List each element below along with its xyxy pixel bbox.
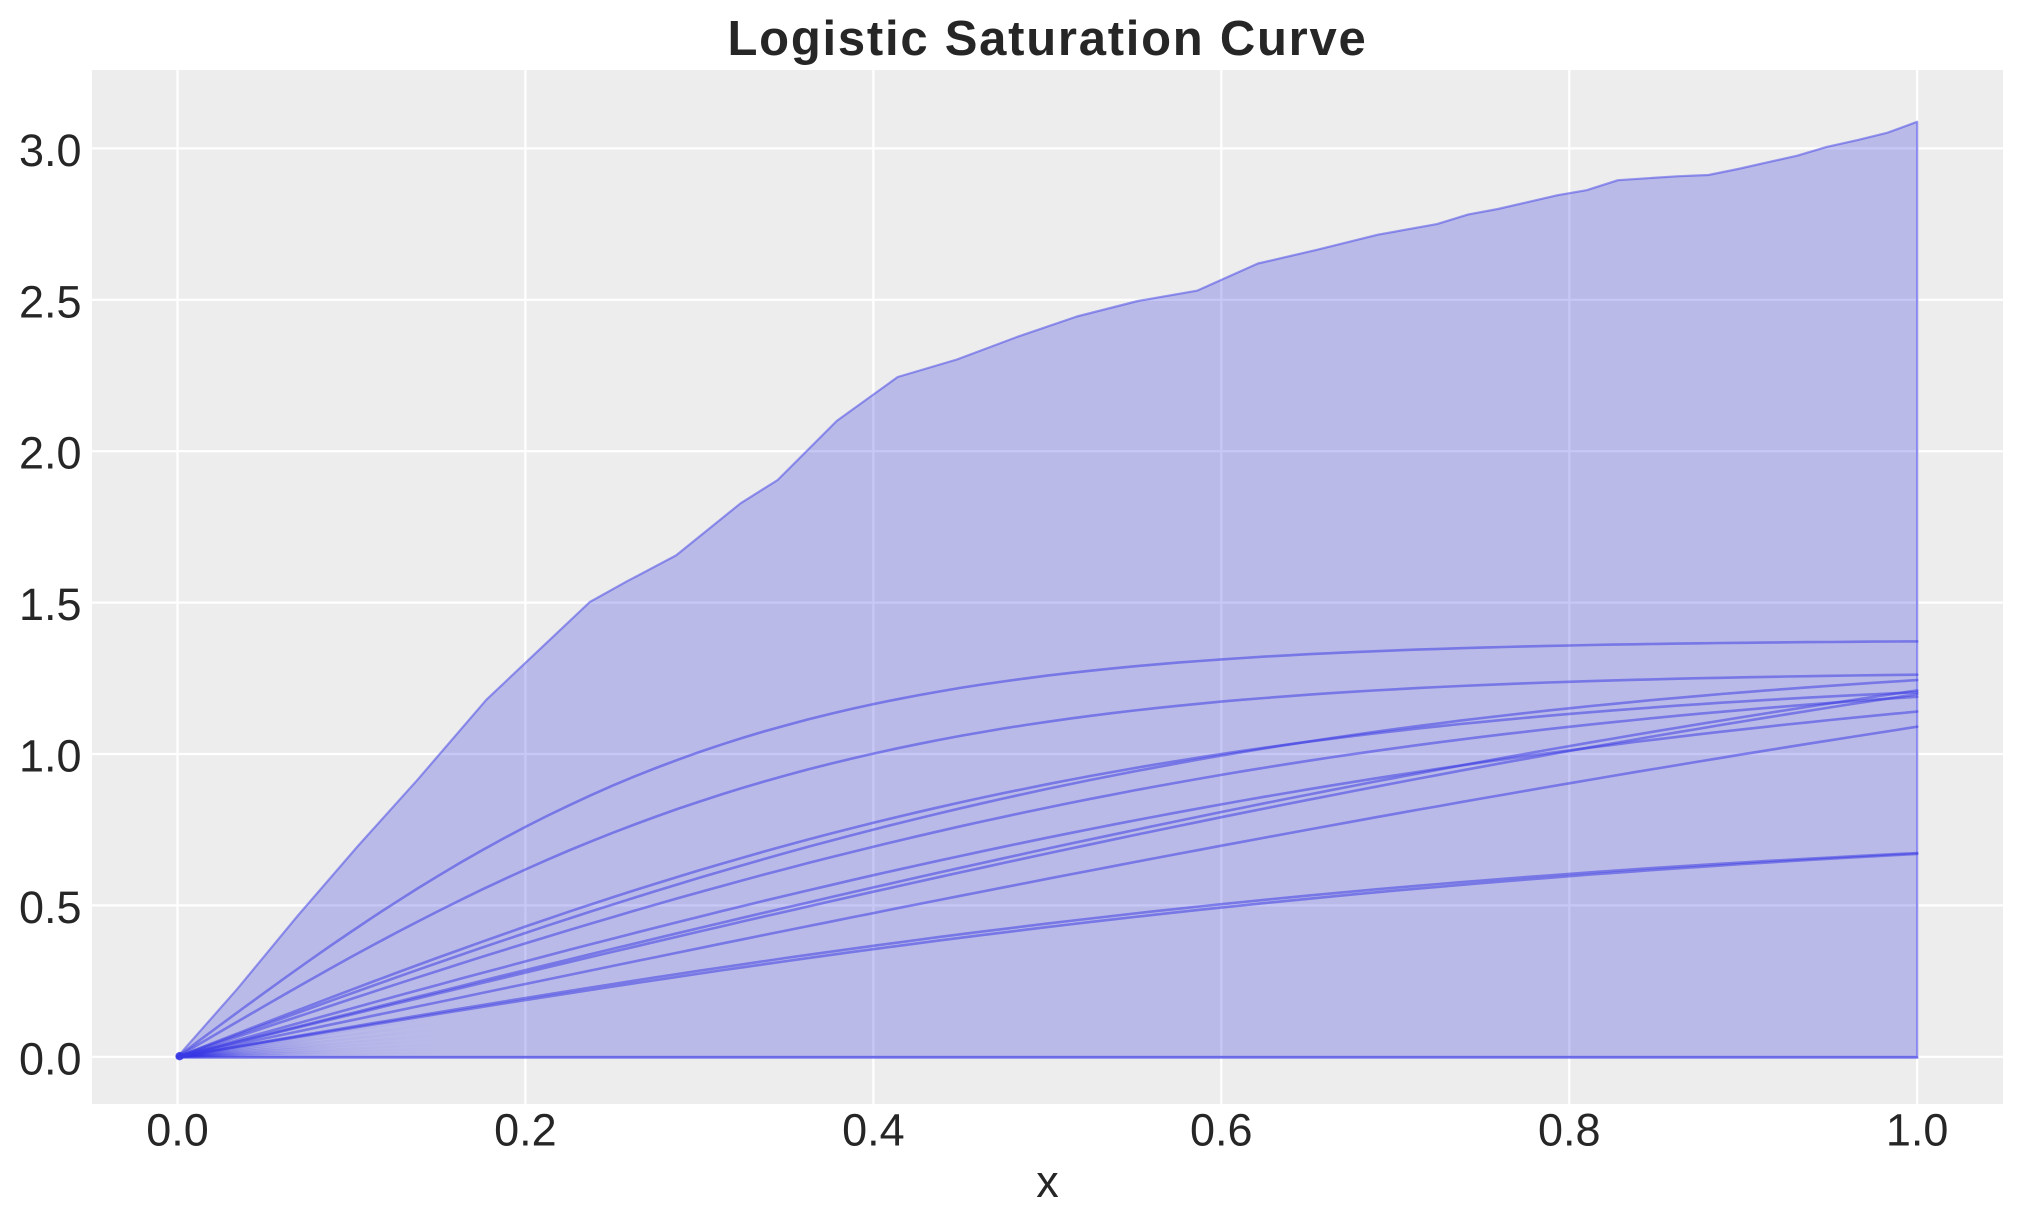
svg-text:0.8: 0.8 xyxy=(1538,1105,1601,1156)
svg-text:0.2: 0.2 xyxy=(494,1105,557,1156)
svg-text:0.5: 0.5 xyxy=(19,882,82,933)
svg-text:0.6: 0.6 xyxy=(1190,1105,1253,1156)
svg-text:1.0: 1.0 xyxy=(19,731,82,782)
svg-text:0.0: 0.0 xyxy=(19,1033,82,1084)
svg-text:x: x xyxy=(1036,1156,1059,1207)
svg-text:Logistic Saturation Curve: Logistic Saturation Curve xyxy=(727,12,1367,66)
svg-text:0.4: 0.4 xyxy=(842,1105,905,1156)
svg-text:2.0: 2.0 xyxy=(19,428,82,479)
svg-text:0.0: 0.0 xyxy=(146,1105,209,1156)
svg-text:2.5: 2.5 xyxy=(19,276,82,327)
svg-text:1.5: 1.5 xyxy=(19,579,82,630)
svg-text:1.0: 1.0 xyxy=(1886,1105,1949,1156)
svg-text:3.0: 3.0 xyxy=(19,125,82,176)
